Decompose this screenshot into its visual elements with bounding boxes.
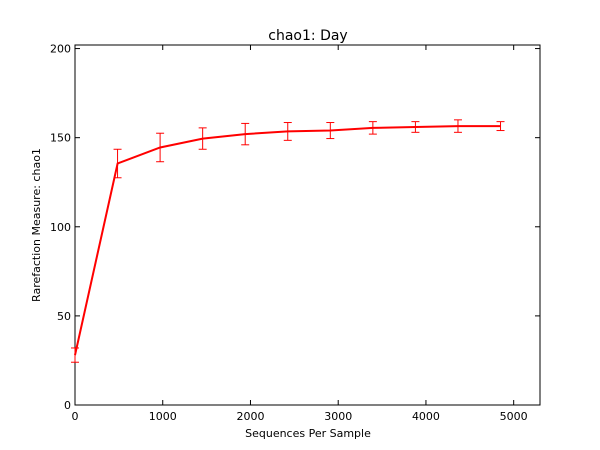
tick-labels: 0 1000 2000 3000 4000 5000 0 50 100 150 200 [50, 43, 528, 423]
y-tick-label: 100 [50, 221, 71, 234]
x-tick-label: 2000 [236, 410, 264, 423]
y-axis-label: Rarefaction Measure: chao1 [30, 148, 43, 302]
x-tick-label: 4000 [412, 410, 440, 423]
data-series [71, 119, 505, 363]
x-tick-label: 3000 [324, 410, 352, 423]
plot-area [74, 44, 541, 406]
x-tick-label: 0 [72, 410, 79, 423]
y-tick-label: 200 [50, 43, 71, 56]
x-axis-label: Sequences Per Sample [245, 427, 371, 440]
x-tick-label: 1000 [149, 410, 177, 423]
x-tick-label: 5000 [500, 410, 528, 423]
y-tick-label: 0 [64, 399, 71, 412]
y-tick-label: 50 [57, 310, 71, 323]
chart-title: chao1: Day [268, 28, 347, 44]
y-tick-label: 150 [50, 132, 71, 145]
axis-ticks [74, 45, 540, 406]
